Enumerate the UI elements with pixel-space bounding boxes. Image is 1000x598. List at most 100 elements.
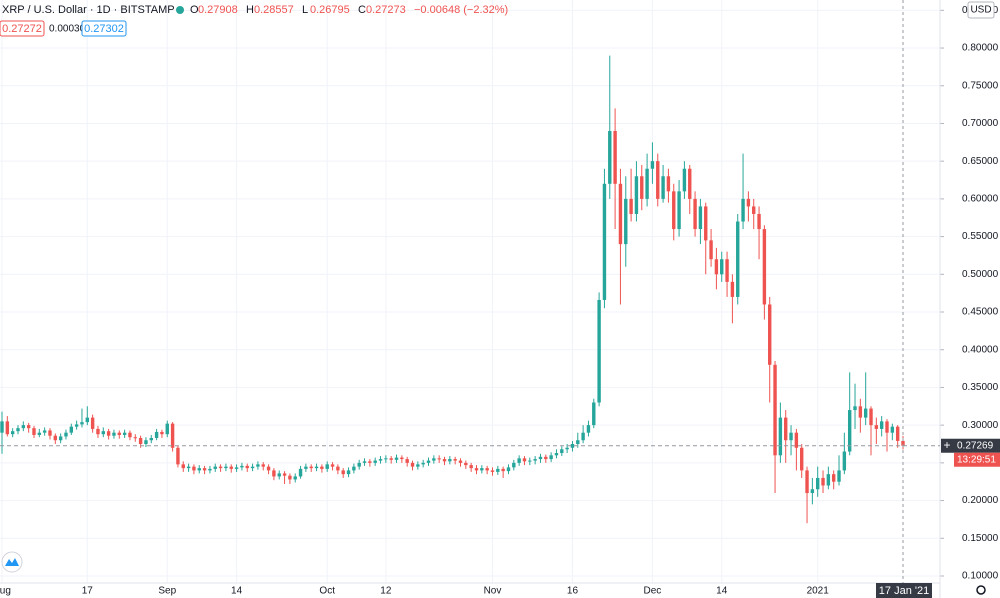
candle-body bbox=[357, 462, 361, 467]
candle-body bbox=[496, 468, 500, 472]
candle-body bbox=[122, 432, 127, 435]
candle-body bbox=[240, 465, 244, 468]
candle-body bbox=[181, 464, 185, 469]
candle-body bbox=[549, 455, 553, 460]
candle-body bbox=[634, 176, 639, 214]
candle-body bbox=[202, 468, 207, 471]
candle-body bbox=[458, 460, 463, 463]
candle-body bbox=[448, 459, 452, 462]
crosshair-date: 17 Jan '21 bbox=[879, 585, 929, 597]
candle-body bbox=[501, 468, 505, 472]
candle-body bbox=[805, 470, 809, 494]
candle-body bbox=[837, 470, 841, 482]
candle-body bbox=[810, 489, 815, 494]
candle-body bbox=[325, 464, 329, 469]
candle-body bbox=[474, 468, 479, 471]
candle-body bbox=[309, 466, 313, 469]
candle-body bbox=[640, 176, 644, 199]
candle-body bbox=[821, 477, 825, 486]
candle-body bbox=[672, 191, 676, 230]
candle-body bbox=[138, 437, 143, 445]
candle-body bbox=[613, 131, 617, 184]
bid: 0.27272 bbox=[2, 23, 42, 35]
countdown: 13:29:51 bbox=[957, 454, 996, 465]
candle-body bbox=[570, 444, 575, 448]
candle-body bbox=[37, 432, 42, 435]
candle-body bbox=[576, 440, 580, 445]
bid-box[interactable] bbox=[0, 20, 45, 37]
candle-body bbox=[863, 408, 868, 418]
y-tick-label: 0.40000 bbox=[962, 344, 999, 355]
candle-body bbox=[762, 229, 767, 305]
candle-body bbox=[768, 304, 772, 365]
candle-body bbox=[437, 458, 441, 460]
candle-body bbox=[826, 474, 831, 486]
crosshair-plus: + bbox=[943, 438, 950, 452]
candle-body bbox=[400, 457, 404, 460]
candle-body bbox=[624, 198, 628, 245]
candle-body bbox=[298, 468, 303, 477]
candle-body bbox=[261, 464, 265, 467]
candle-body bbox=[384, 458, 388, 460]
candle-body bbox=[895, 426, 900, 441]
ask-box[interactable] bbox=[81, 20, 127, 37]
candle-body bbox=[282, 473, 287, 476]
candle-body bbox=[208, 468, 212, 471]
y-tick-label: 0.45000 bbox=[962, 307, 999, 318]
candle-body bbox=[693, 198, 697, 230]
candle-body bbox=[480, 468, 484, 471]
x-tick-label: 16 bbox=[567, 586, 579, 597]
candle-body bbox=[250, 466, 255, 469]
candle-body bbox=[112, 432, 116, 436]
candle-body bbox=[373, 460, 377, 463]
candle-body bbox=[656, 161, 660, 199]
candle-body bbox=[629, 198, 633, 214]
candles bbox=[0, 55, 905, 524]
candle-body bbox=[256, 464, 260, 467]
candle-body bbox=[618, 183, 623, 245]
candle-body bbox=[234, 467, 239, 469]
legend-label: L bbox=[302, 4, 308, 16]
candle-body bbox=[245, 465, 249, 469]
candle-body bbox=[90, 417, 95, 429]
candle-body bbox=[666, 176, 671, 192]
symbol-title: XRP / U.S. Dollar · 1D · BITSTAMP bbox=[2, 4, 175, 16]
candle-body bbox=[885, 421, 889, 433]
candle-body bbox=[85, 417, 90, 423]
candle-body bbox=[64, 432, 68, 437]
legend-value: 0.28557 bbox=[254, 4, 294, 16]
candle-body bbox=[96, 428, 100, 435]
candle-body bbox=[720, 259, 724, 275]
candle-body bbox=[277, 473, 281, 477]
candle-body bbox=[389, 458, 393, 460]
candle-body bbox=[80, 422, 84, 425]
candle-body bbox=[42, 430, 47, 433]
candle-body bbox=[16, 428, 20, 432]
candle-body bbox=[586, 425, 591, 433]
currency-badge[interactable] bbox=[967, 1, 995, 19]
candle-body bbox=[901, 440, 905, 446]
legend-label: H bbox=[246, 4, 254, 16]
candle-body bbox=[416, 464, 420, 467]
candle-body bbox=[176, 447, 180, 465]
logo[interactable] bbox=[1, 551, 23, 573]
currency: USD bbox=[970, 5, 991, 16]
candle-body bbox=[789, 432, 793, 441]
y-tick-label: 0.15000 bbox=[962, 533, 999, 544]
candle-body bbox=[69, 426, 74, 433]
y-tick-label: 0.65000 bbox=[962, 156, 999, 167]
candle-body bbox=[144, 440, 148, 445]
legend-value: 0.27908 bbox=[198, 4, 238, 16]
settings-icon[interactable] bbox=[976, 585, 986, 595]
candle-body bbox=[608, 131, 612, 184]
candle-body bbox=[229, 466, 233, 469]
candle-body bbox=[362, 461, 367, 463]
y-tick-label: 0.20000 bbox=[962, 495, 999, 506]
candle-body bbox=[288, 475, 292, 480]
candle-body bbox=[320, 466, 324, 469]
candle-body bbox=[490, 470, 495, 472]
x-tick-label: 17 bbox=[82, 586, 94, 597]
candle-body bbox=[74, 424, 79, 427]
candle-body bbox=[410, 462, 415, 467]
candle-body bbox=[224, 466, 228, 469]
